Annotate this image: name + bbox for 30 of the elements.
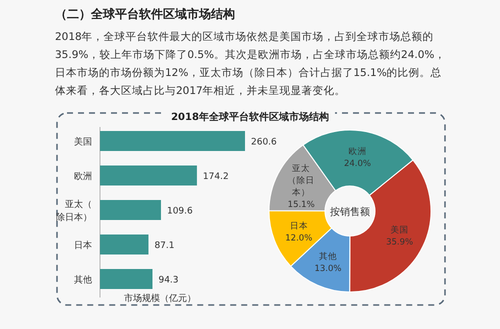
data-label: 87.1 [154, 241, 175, 251]
bar [100, 200, 161, 220]
y-tick-label: 其他 [74, 274, 92, 286]
y-tick-label: 美国 [74, 136, 92, 148]
data-label: 13.0% [314, 264, 342, 274]
bar [100, 166, 197, 186]
data-label: 174.2 [202, 172, 229, 182]
y-tick-label: 亚太（除日本） [56, 199, 92, 223]
slice-label: 美国 [390, 224, 409, 236]
bar [100, 269, 152, 289]
slice-label: 日本 [290, 220, 308, 232]
slice-label: 其他 [318, 250, 337, 262]
data-label: 94.3 [158, 276, 179, 286]
data-label: 12.0% [285, 234, 312, 244]
y-tick-label: 欧洲 [74, 171, 92, 182]
y-tick-label: 日本 [74, 240, 92, 251]
text: （二）全球平台软件区域市场结构 [55, 6, 235, 23]
bar [100, 131, 245, 151]
text: 2018年，全球平台软件最大的区域市场依然是美国市场，占到全球市场总额的35.9%，较上年市场下降了0.5%。其次是欧洲市场，占全球市场总额约24.0%，日本市场的市场份额为12%，亚太市场（除日本）合计占据了15.1%的比例。总体来看，各大区域占比与2017年相近，并未呈现显著变化。 [55, 30, 446, 99]
text: 按销售额 [330, 206, 370, 218]
bar [100, 234, 148, 254]
data-label: 35.9% [386, 237, 414, 248]
data-label: 109.6 [166, 206, 194, 216]
data-label: 24.0% [344, 159, 371, 170]
data-label: 260.6 [251, 138, 278, 148]
slice-label: 欧洲 [348, 146, 366, 158]
slice-label: 亚太（除日本） [288, 163, 315, 198]
data-label: 15.1% [288, 200, 315, 210]
chart-title: 2018年全球平台软件区域市场结构 [171, 111, 329, 123]
x-axis-title: 市场规模（亿元） [124, 293, 196, 304]
